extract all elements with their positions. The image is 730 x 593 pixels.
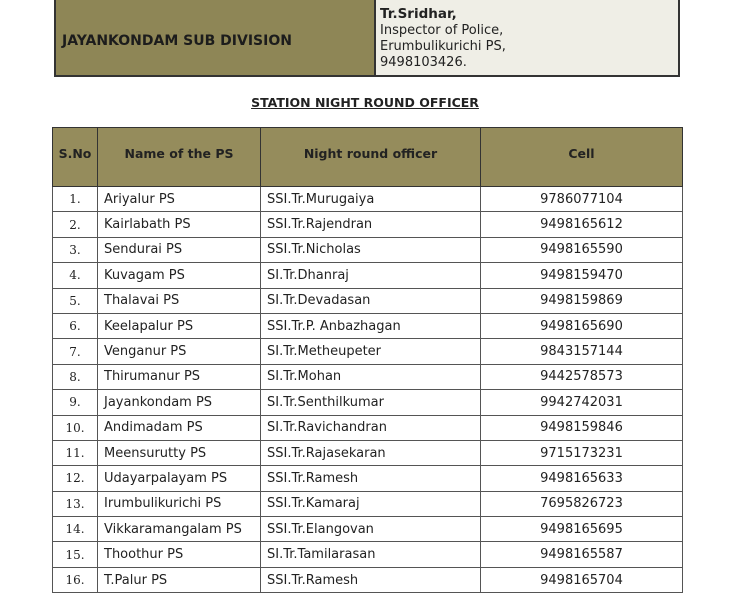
ps-name-cell: Vikkaramangalam PS — [97, 516, 261, 543]
phone-cell: 9942742031 — [480, 389, 683, 416]
phone-cell: 9442578573 — [480, 363, 683, 391]
ps-name-cell: Ariyalur PS — [97, 185, 261, 213]
ps-name-cell: Jayankondam PS — [97, 389, 261, 416]
sub-division-table: JAYANKONDAM SUB DIVISION Tr.Sridhar, Ins… — [54, 0, 680, 77]
table-row: 5. Thalavai PS SI.Tr.Devadasan 9498159869 — [52, 287, 683, 314]
phone-cell: 9498165704 — [480, 566, 683, 593]
sno-cell: 15. — [52, 541, 98, 568]
table-row: 6. Keelapalur PS SSI.Tr.P. Anbazhagan 94981… — [52, 312, 683, 340]
sno-cell: 16. — [52, 566, 98, 593]
sno-cell: 14. — [52, 516, 98, 543]
sno-cell: 5. — [52, 287, 98, 314]
sno-cell: 2. — [52, 211, 98, 238]
officer-cell: SI.Tr.Metheupeter — [260, 338, 481, 365]
phone-cell: 9843157144 — [480, 338, 683, 365]
header-cell: Cell — [480, 127, 683, 187]
night-round-table: S.No Name of the PS Night round officer … — [52, 127, 683, 593]
section-title: STATION NIGHT ROUND OFFICER — [251, 95, 479, 110]
ps-name-cell: Thoothur PS — [97, 541, 261, 568]
sno-cell: 3. — [52, 236, 98, 264]
header-ps-name: Name of the PS — [97, 127, 261, 187]
sno-cell: 9. — [52, 389, 98, 416]
header-officer: Night round officer — [260, 127, 481, 187]
ps-name-cell: Thirumanur PS — [97, 363, 261, 391]
officer-cell: SSI.Tr.P. Anbazhagan — [260, 312, 481, 340]
officer-cell: SI.Tr.Senthilkumar — [260, 389, 481, 416]
officer-cell: SI.Tr.Tamilarasan — [260, 541, 481, 568]
sno-cell: 8. — [52, 363, 98, 391]
sno-cell: 10. — [52, 414, 98, 441]
table-row: 9. Jayankondam PS SI.Tr.Senthilkumar 994274… — [52, 389, 683, 416]
table-row: 11. Meensurutty PS SSI.Tr.Rajasekaran 97151… — [52, 439, 683, 467]
phone-cell: 9498165690 — [480, 312, 683, 340]
sno-cell: 12. — [52, 465, 98, 492]
ps-name-cell: Kuvagam PS — [97, 262, 261, 289]
phone-cell: 9498165633 — [480, 465, 683, 492]
header-sno: S.No — [52, 127, 98, 187]
phone-cell: 9715173231 — [480, 439, 683, 467]
phone-cell: 9498159846 — [480, 414, 683, 441]
phone-cell: 9786077104 — [480, 185, 683, 213]
sno-cell: 11. — [52, 439, 98, 467]
sno-cell: 13. — [52, 490, 98, 518]
division-officer: Tr.Sridhar, Inspector of Police, Erumbul… — [376, 0, 678, 75]
ps-name-cell: T.Palur PS — [97, 566, 261, 593]
table-row: 7. Venganur PS SI.Tr.Metheupeter 9843157144 — [52, 338, 683, 365]
ps-name-cell: Sendurai PS — [97, 236, 261, 264]
sno-cell: 6. — [52, 312, 98, 340]
officer-cell: SSI.Tr.Kamaraj — [260, 490, 481, 518]
ps-name-cell: Irumbulikurichi PS — [97, 490, 261, 518]
officer-cell: SSI.Tr.Rajendran — [260, 211, 481, 238]
table-row: 1. Ariyalur PS SSI.Tr.Murugaiya 9786077104 — [52, 185, 683, 213]
table-row: 3. Sendurai PS SSI.Tr.Nicholas 9498165590 — [52, 236, 683, 264]
officer-cell: SI.Tr.Dhanraj — [260, 262, 481, 289]
phone-cell: 9498165695 — [480, 516, 683, 543]
sno-cell: 1. — [52, 185, 98, 213]
ps-name-cell: Keelapalur PS — [97, 312, 261, 340]
table-row: 13. Irumbulikurichi PS SSI.Tr.Kamaraj 76958… — [52, 490, 683, 518]
phone-cell: 9498159869 — [480, 287, 683, 314]
phone-cell: 9498165587 — [480, 541, 683, 568]
table-row: 16. T.Palur PS SSI.Tr.Ramesh 9498165704 — [52, 566, 683, 593]
ps-name-cell: Andimadam PS — [97, 414, 261, 441]
ps-name-cell: Udayarpalayam PS — [97, 465, 261, 492]
sno-cell: 4. — [52, 262, 98, 289]
table-row: 2. Kairlabath PS SSI.Tr.Rajendran 949816561… — [52, 211, 683, 238]
officer-cell: SI.Tr.Ravichandran — [260, 414, 481, 441]
phone-cell: 9498159470 — [480, 262, 683, 289]
table-row: 8. Thirumanur PS SI.Tr.Mohan 9442578573 — [52, 363, 683, 391]
officer-phone: 9498103426. — [380, 55, 467, 70]
sno-cell: 7. — [52, 338, 98, 365]
officer-cell: SSI.Tr.Murugaiya — [260, 185, 481, 213]
officer-cell: SSI.Tr.Ramesh — [260, 465, 481, 492]
officer-cell: SSI.Tr.Nicholas — [260, 236, 481, 264]
ps-name-cell: Kairlabath PS — [97, 211, 261, 238]
officer-cell: SI.Tr.Devadasan — [260, 287, 481, 314]
officer-cell: SSI.Tr.Rajasekaran — [260, 439, 481, 467]
table-header-row: S.No Name of the PS Night round officer … — [52, 127, 683, 187]
table-row: 15. Thoothur PS SI.Tr.Tamilarasan 949816558… — [52, 541, 683, 568]
officer-station: Erumbulikurichi PS, — [380, 39, 506, 54]
ps-name-cell: Meensurutty PS — [97, 439, 261, 467]
phone-cell: 9498165590 — [480, 236, 683, 264]
table-row: 12. Udayarpalayam PS SSI.Tr.Ramesh 94981656… — [52, 465, 683, 492]
ps-name-cell: Venganur PS — [97, 338, 261, 365]
division-name: JAYANKONDAM SUB DIVISION — [56, 0, 376, 75]
phone-cell: 9498165612 — [480, 211, 683, 238]
officer-cell: SI.Tr.Mohan — [260, 363, 481, 391]
officer-cell: SSI.Tr.Ramesh — [260, 566, 481, 593]
table-row: 4. Kuvagam PS SI.Tr.Dhanraj 9498159470 — [52, 262, 683, 289]
officer-designation: Inspector of Police, — [380, 23, 504, 38]
phone-cell: 7695826723 — [480, 490, 683, 518]
ps-name-cell: Thalavai PS — [97, 287, 261, 314]
table-row: 10. Andimadam PS SI.Tr.Ravichandran 9498159… — [52, 414, 683, 441]
table-row: 14. Vikkaramangalam PS SSI.Tr.Elangovan 949… — [52, 516, 683, 543]
officer-cell: SSI.Tr.Elangovan — [260, 516, 481, 543]
officer-name: Tr.Sridhar, — [380, 6, 457, 22]
